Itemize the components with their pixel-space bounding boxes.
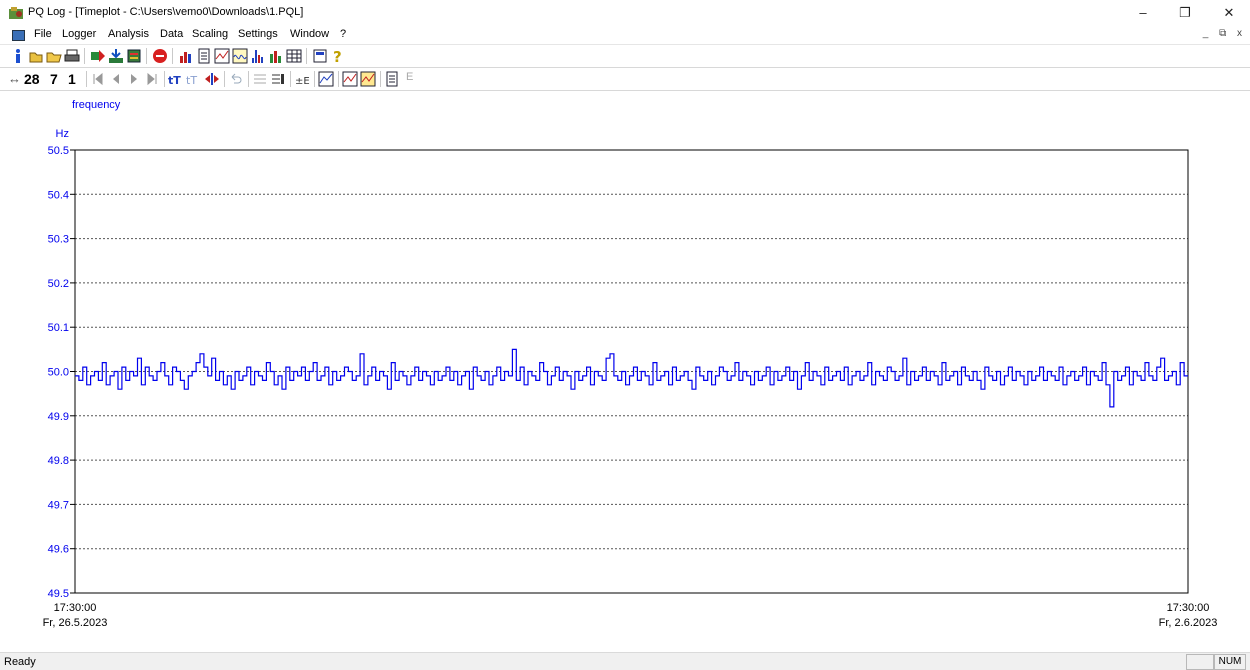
download-icon[interactable] — [108, 48, 124, 64]
zoom-all-button[interactable]: ↔ — [8, 71, 21, 86]
y-tick-label: 49.8 — [48, 455, 69, 467]
menu-data[interactable]: Data — [160, 28, 184, 40]
chart-view-icon[interactable] — [318, 71, 334, 87]
timeplot-area[interactable]: frequency Hz 50.5 50.4 50.3 50.2 50.1 50.0 49.9 4… — [0, 91, 1250, 652]
mdi-window-controls[interactable]: _ ⧉ x — [1202, 28, 1246, 39]
print-icon[interactable] — [64, 48, 80, 64]
title-bar: PQ Log - [Timeplot - C:\Users\vemo0\Down… — [0, 0, 1250, 26]
time-zoom-out-icon[interactable]: tT — [186, 71, 202, 87]
timeplot-icon[interactable] — [214, 48, 230, 64]
waveform-icon[interactable] — [232, 48, 248, 64]
window-title: PQ Log - [Timeplot - C:\Users\vemo0\Down… — [28, 6, 304, 18]
y-tick-label: 49.7 — [48, 499, 69, 511]
status-bar: Ready NUM — [0, 652, 1250, 670]
menu-bar: File Logger Analysis Data Scaling Settin… — [0, 26, 1250, 45]
stop-icon[interactable] — [152, 48, 168, 64]
zoom-1-button[interactable]: 1 — [68, 71, 76, 87]
zoom-7-button[interactable]: 7 — [50, 71, 58, 87]
main-toolbar: ? — [0, 45, 1250, 68]
plot-view-icon[interactable] — [342, 71, 358, 87]
list-icon[interactable] — [252, 71, 268, 87]
table-icon[interactable] — [286, 48, 302, 64]
document-icon[interactable] — [384, 71, 400, 87]
first-page-icon[interactable] — [90, 71, 106, 87]
frequency-chart: frequency Hz 50.5 50.4 50.3 50.2 50.1 50.0 49.9 4… — [43, 99, 1218, 629]
sort-icon[interactable] — [270, 71, 286, 87]
svg-text:?: ? — [333, 48, 342, 64]
report-icon[interactable] — [196, 48, 212, 64]
previous-icon[interactable] — [108, 71, 124, 87]
time-zoom-in-icon[interactable]: tT — [168, 71, 184, 87]
next-icon[interactable] — [126, 71, 142, 87]
num-lock-indicator: NUM — [1214, 654, 1246, 670]
x-start-date: Fr, 26.5.2023 — [43, 617, 108, 629]
status-text: Ready — [4, 656, 36, 668]
color-plot-icon[interactable] — [360, 71, 376, 87]
info-icon[interactable] — [10, 48, 26, 64]
y-tick-label: 50.0 — [48, 367, 69, 379]
y-tick-label: 49.6 — [48, 544, 69, 556]
status-pane-empty — [1186, 654, 1214, 670]
y-tick-label: 50.4 — [48, 189, 69, 201]
help-icon[interactable]: ? — [330, 48, 346, 64]
app-icon — [9, 7, 23, 19]
menu-window[interactable]: Window — [290, 28, 330, 40]
menu-logger[interactable]: Logger — [62, 28, 97, 40]
zoom-28-button[interactable]: 28 — [24, 71, 40, 87]
minimize-button[interactable]: – — [1139, 5, 1147, 20]
close-button[interactable]: ✕ — [1223, 5, 1235, 20]
chart-title: frequency — [72, 99, 121, 111]
menu-help[interactable]: ? — [340, 28, 347, 40]
logger-connect-icon[interactable] — [90, 48, 106, 64]
y-tick-label: 50.3 — [48, 234, 69, 246]
undo-icon[interactable] — [228, 71, 244, 87]
scale-icon[interactable]: ±E — [294, 71, 310, 87]
y-tick-label: 50.5 — [48, 145, 69, 157]
plot-frame — [74, 149, 1189, 594]
svg-text:tT: tT — [168, 74, 181, 87]
y-tick-label: 49.9 — [48, 411, 69, 423]
x-end-time: 17:30:00 — [1167, 602, 1210, 614]
frequency-series-line — [75, 348, 1188, 408]
open-folder-icon[interactable] — [46, 48, 62, 64]
mdi-child-icon[interactable] — [12, 30, 25, 41]
menu-scaling[interactable]: Scaling — [192, 28, 229, 40]
new-file-icon[interactable] — [28, 48, 44, 64]
y-tick-label: 50.2 — [48, 278, 69, 290]
properties-icon[interactable] — [312, 48, 328, 64]
y-tick-label: 49.5 — [48, 588, 69, 600]
statistics-icon[interactable] — [268, 48, 284, 64]
x-end-date: Fr, 2.6.2023 — [1159, 617, 1218, 629]
menu-file[interactable]: File — [34, 28, 52, 40]
last-page-icon[interactable] — [144, 71, 160, 87]
x-start-time: 17:30:00 — [54, 602, 97, 614]
svg-text:tT: tT — [186, 74, 197, 87]
navigation-toolbar: ↔ 28 7 1 tT tT ±E E — [0, 68, 1250, 91]
y-unit-label: Hz — [56, 128, 69, 140]
menu-analysis[interactable]: Analysis — [108, 28, 149, 40]
menu-settings[interactable]: Settings — [238, 28, 278, 40]
svg-text:±E: ±E — [295, 76, 310, 87]
y-tick-label: 50.1 — [48, 322, 69, 334]
restore-button[interactable]: ❐ — [1179, 5, 1191, 20]
export-button[interactable]: E — [406, 71, 414, 83]
memory-icon[interactable] — [126, 48, 142, 64]
cursor-icon[interactable] — [204, 71, 220, 87]
harmonics-icon[interactable] — [250, 48, 266, 64]
bar-chart-icon[interactable] — [178, 48, 194, 64]
